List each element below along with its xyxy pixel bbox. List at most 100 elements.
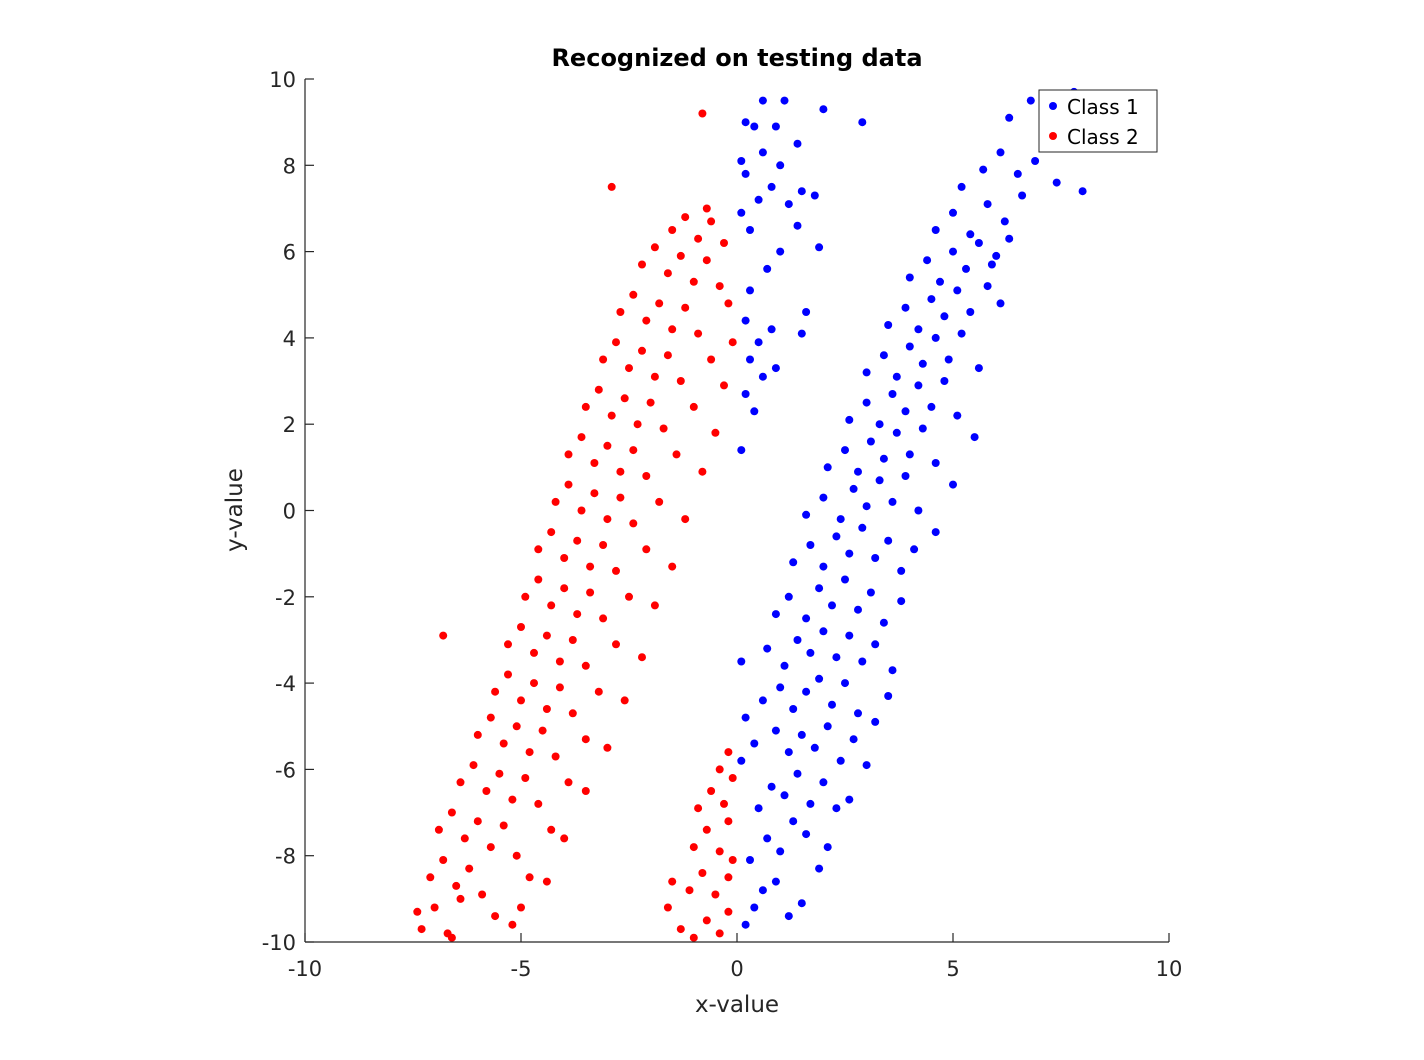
data-point-class-2 <box>439 856 448 864</box>
data-point-class-2 <box>720 799 728 808</box>
data-point-class-1 <box>815 584 824 593</box>
data-point-class-2 <box>439 631 448 640</box>
data-point-class-1 <box>936 277 944 286</box>
data-point-class-1 <box>953 286 962 295</box>
data-point-class-1 <box>784 200 793 209</box>
y-tick-label: 4 <box>283 327 296 351</box>
data-point-class-1 <box>966 230 975 239</box>
y-tick-label: -2 <box>275 586 296 610</box>
data-point-class-2 <box>486 843 495 852</box>
data-point-class-2 <box>638 260 646 269</box>
data-point-class-1 <box>901 303 910 312</box>
data-point-class-2 <box>426 873 435 882</box>
data-point-class-1 <box>962 264 970 273</box>
data-point-class-1 <box>797 329 806 338</box>
data-point-class-2 <box>577 506 586 515</box>
data-point-class-2 <box>551 497 560 506</box>
data-point-class-2 <box>663 269 672 278</box>
data-point-class-2 <box>499 739 508 748</box>
data-point-class-2 <box>512 851 521 860</box>
data-point-class-1 <box>905 450 914 459</box>
data-point-class-2 <box>711 890 720 899</box>
data-point-class-1 <box>923 256 932 265</box>
data-point-class-2 <box>724 748 733 757</box>
data-point-class-2 <box>668 877 677 886</box>
data-point-class-2 <box>689 843 698 852</box>
data-point-class-2 <box>672 450 681 459</box>
data-point-class-2 <box>616 467 625 476</box>
data-point-class-1 <box>996 148 1005 157</box>
data-point-class-2 <box>659 424 668 433</box>
data-point-class-1 <box>819 778 828 787</box>
data-point-class-2 <box>620 394 629 403</box>
data-point-class-1 <box>819 562 828 571</box>
data-point-class-1 <box>866 588 875 597</box>
data-point-class-2 <box>603 743 612 752</box>
data-point-class-2 <box>620 696 629 705</box>
data-point-class-2 <box>625 364 633 373</box>
data-point-class-1 <box>797 187 806 196</box>
data-point-class-2 <box>586 588 595 597</box>
data-point-class-1 <box>741 920 750 929</box>
data-point-class-1 <box>897 597 906 606</box>
data-point-class-2 <box>707 217 716 226</box>
legend-box <box>1038 89 1158 153</box>
data-point-class-2 <box>616 308 625 316</box>
data-point-class-2 <box>715 847 724 856</box>
data-point-class-1 <box>914 381 923 390</box>
data-point-class-1 <box>789 705 798 713</box>
y-tick-label: 2 <box>283 413 296 437</box>
data-point-class-1 <box>758 96 767 105</box>
data-point-class-1 <box>845 549 854 558</box>
data-point-class-2 <box>560 554 569 562</box>
data-point-class-1 <box>879 454 888 463</box>
data-point-class-2 <box>447 808 456 817</box>
data-point-class-2 <box>551 752 560 761</box>
data-point-class-1 <box>871 717 880 726</box>
data-point-class-1 <box>992 251 1001 260</box>
data-point-class-1 <box>758 148 767 157</box>
data-point-class-2 <box>460 834 469 843</box>
data-point-class-2 <box>612 566 620 575</box>
y-tick-label: -10 <box>262 931 296 955</box>
data-point-class-2 <box>581 735 590 744</box>
data-point-class-2 <box>689 402 698 411</box>
x-tick-label: 10 <box>1156 957 1183 981</box>
data-point-class-1 <box>806 648 815 657</box>
data-point-class-1 <box>802 308 811 316</box>
data-point-class-2 <box>728 856 737 864</box>
data-point-class-2 <box>573 536 582 545</box>
data-point-class-2 <box>542 877 551 886</box>
data-point-class-2 <box>417 925 426 934</box>
data-point-class-1 <box>940 377 949 385</box>
data-point-class-1 <box>797 899 806 908</box>
data-point-class-1 <box>793 769 802 778</box>
data-point-class-1 <box>789 558 798 567</box>
data-point-class-2 <box>499 821 508 830</box>
data-point-class-2 <box>676 251 685 260</box>
data-point-class-2 <box>663 903 672 912</box>
data-point-class-2 <box>465 864 474 873</box>
data-point-class-1 <box>771 364 780 373</box>
data-point-class-1 <box>776 247 785 256</box>
data-point-class-1 <box>862 368 871 377</box>
data-point-class-2 <box>568 709 577 718</box>
data-point-class-1 <box>767 325 776 334</box>
data-point-class-1 <box>957 182 966 191</box>
data-point-class-1 <box>949 208 957 217</box>
y-tick-label: -4 <box>275 672 296 696</box>
data-point-class-1 <box>1018 191 1027 200</box>
data-point-class-2 <box>456 778 465 787</box>
data-point-class-2 <box>594 687 603 696</box>
data-point-class-1 <box>802 830 811 839</box>
data-point-class-2 <box>694 804 703 813</box>
data-point-class-2 <box>512 722 521 731</box>
data-point-class-1 <box>949 480 957 489</box>
data-point-class-2 <box>707 355 716 364</box>
data-point-class-1 <box>780 791 789 800</box>
data-point-class-1 <box>802 510 811 519</box>
data-point-class-1 <box>793 636 802 644</box>
data-point-class-2 <box>555 657 564 666</box>
data-point-class-1 <box>905 342 914 351</box>
